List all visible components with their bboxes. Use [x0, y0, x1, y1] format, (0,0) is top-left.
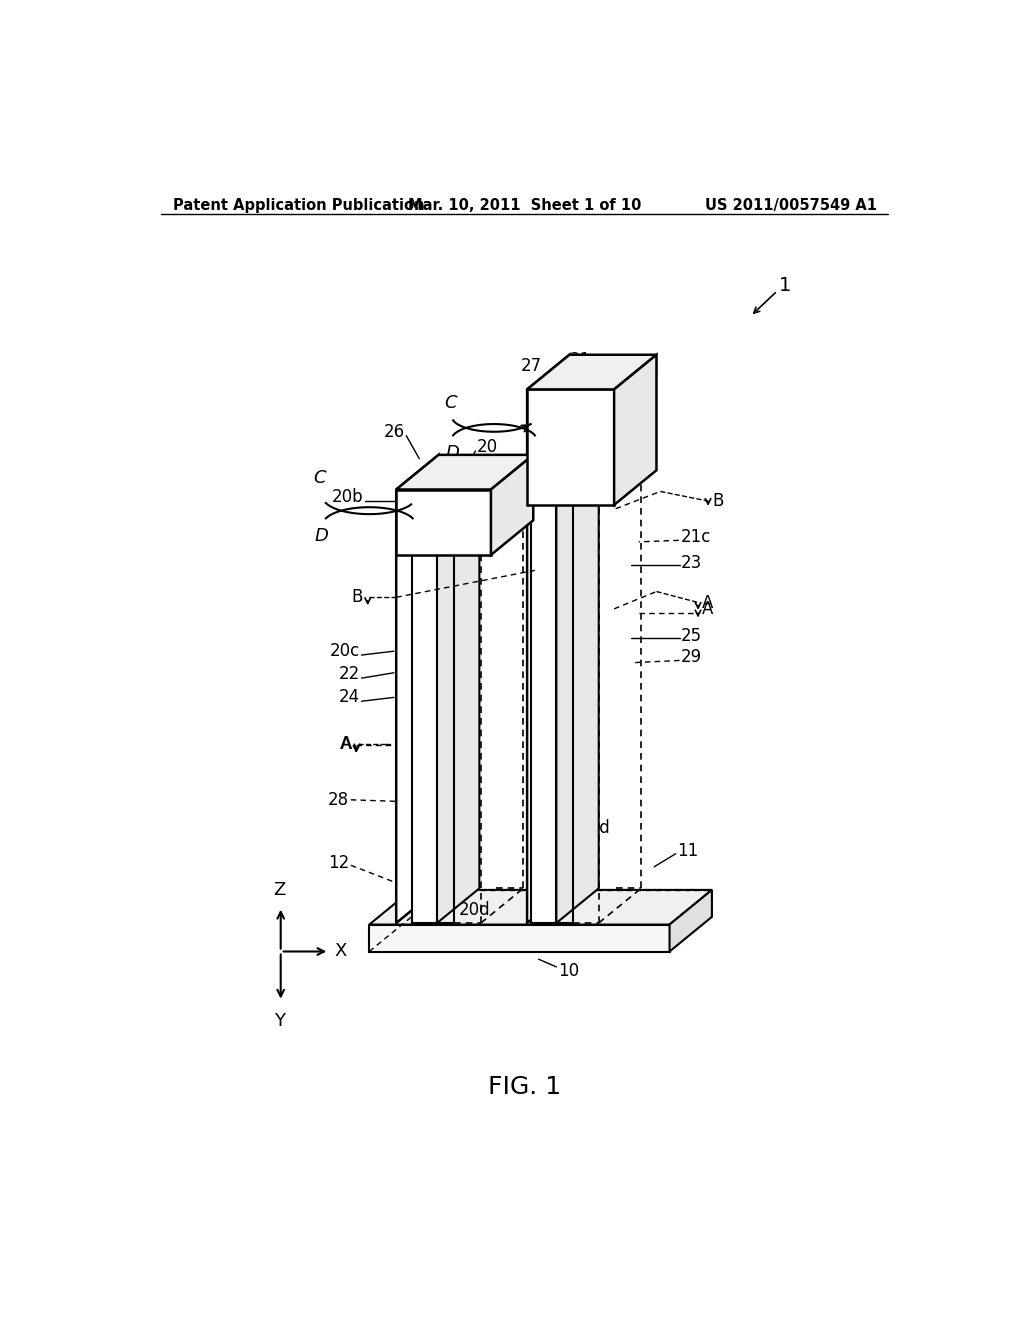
Text: 20d: 20d [459, 902, 490, 920]
Polygon shape [370, 890, 712, 924]
Text: X: X [335, 942, 347, 961]
Text: 41: 41 [551, 417, 572, 436]
Polygon shape [527, 389, 614, 506]
Polygon shape [490, 455, 534, 554]
Text: 25: 25 [681, 627, 702, 644]
Text: A: A [341, 735, 352, 752]
Text: 10: 10 [558, 962, 579, 979]
Text: Patent Application Publication: Patent Application Publication [173, 198, 424, 214]
Polygon shape [437, 520, 479, 923]
Text: FIG. 1: FIG. 1 [488, 1074, 561, 1098]
Polygon shape [531, 470, 599, 506]
Polygon shape [412, 554, 437, 923]
Text: 21b: 21b [591, 379, 623, 397]
Text: Z: Z [273, 882, 286, 899]
Text: 21: 21 [569, 351, 591, 370]
Polygon shape [527, 355, 569, 923]
Text: 27: 27 [520, 358, 542, 375]
Text: A: A [701, 599, 714, 618]
Text: A: A [701, 594, 714, 611]
Text: 11: 11 [677, 842, 698, 861]
Polygon shape [396, 455, 534, 490]
Text: 20: 20 [477, 438, 499, 457]
Polygon shape [527, 355, 656, 389]
Text: US 2011/0057549 A1: US 2011/0057549 A1 [706, 198, 878, 214]
Text: 12: 12 [328, 854, 349, 873]
Text: C: C [313, 469, 326, 487]
Polygon shape [556, 470, 599, 923]
Text: 28: 28 [328, 791, 349, 809]
Text: 29: 29 [681, 648, 702, 667]
Text: 22: 22 [339, 665, 360, 684]
Text: 20b: 20b [332, 488, 364, 506]
Polygon shape [614, 355, 656, 506]
Polygon shape [531, 506, 556, 923]
Text: 1: 1 [779, 276, 792, 294]
Text: 20c: 20c [330, 643, 360, 660]
Text: a: a [590, 356, 600, 374]
Text: 21c: 21c [681, 528, 712, 546]
Polygon shape [670, 890, 712, 952]
Polygon shape [370, 924, 670, 952]
Text: B: B [712, 492, 723, 510]
Text: A: A [340, 735, 351, 752]
Polygon shape [396, 490, 490, 554]
Text: D: D [314, 527, 329, 545]
Text: D: D [445, 444, 460, 462]
Polygon shape [412, 520, 479, 554]
Text: 24: 24 [339, 689, 360, 706]
Text: C: C [443, 395, 457, 412]
Text: Mar. 10, 2011  Sheet 1 of 10: Mar. 10, 2011 Sheet 1 of 10 [409, 198, 641, 214]
Text: B: B [351, 589, 364, 606]
Text: 26: 26 [384, 422, 404, 441]
Text: Y: Y [273, 1011, 285, 1030]
Text: 40: 40 [428, 507, 450, 525]
Text: 23: 23 [681, 553, 702, 572]
Polygon shape [396, 455, 438, 923]
Text: 21d: 21d [579, 820, 610, 837]
